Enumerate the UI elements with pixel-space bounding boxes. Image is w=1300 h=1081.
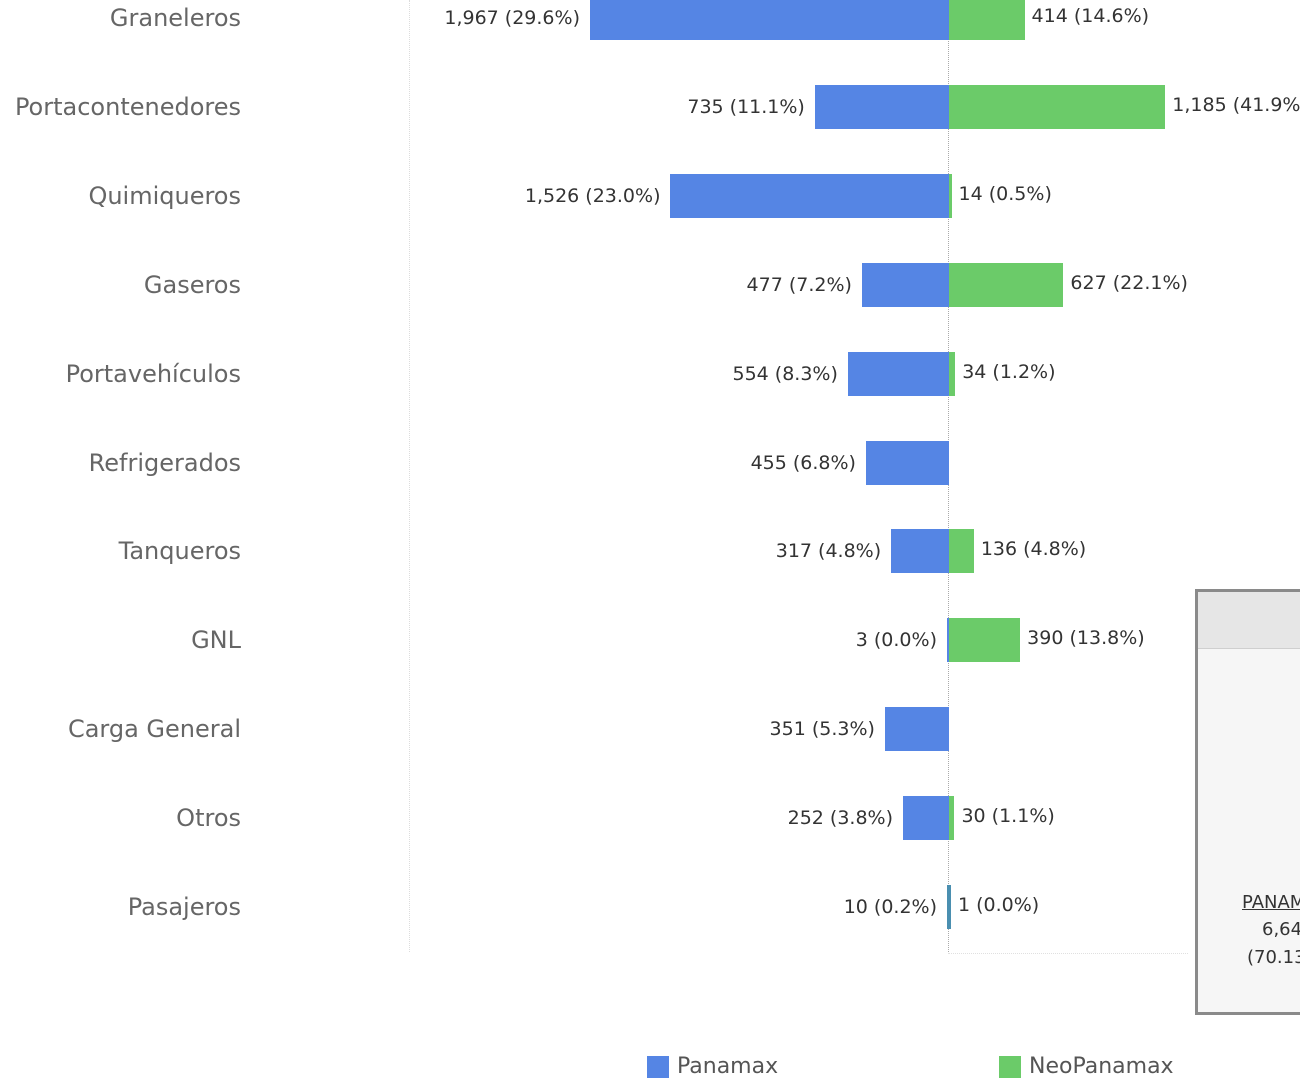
bar-neopanamax-gaseros[interactable]: [949, 262, 1064, 307]
bar-panamax-graneleros[interactable]: [590, 0, 949, 40]
value-label-panamax-pasajeros: 10 (0.2%): [843, 896, 937, 918]
value-label-neopanamax-pasajeros: 1 (0.0%): [958, 894, 1040, 916]
value-label-panamax-quimiqueros: 1,526 (23.0%): [524, 184, 661, 207]
category-label-portacontenedores: Portacontenedores: [14, 92, 241, 121]
value-label-neopanamax-portacontenedores: 1,185 (41.9%): [1172, 93, 1300, 116]
value-label-panamax-portaveh-culos: 554 (8.3%): [732, 362, 838, 385]
bar-panamax-portaveh-culos[interactable]: [847, 351, 949, 396]
bottom-axis-dots: [948, 953, 1188, 954]
bar-panamax-refrigerados[interactable]: [865, 440, 949, 485]
legend-item-neopanamax[interactable]: NeoPanamax: [999, 1054, 1174, 1079]
tooltip-card-percent: (70.13: [1247, 947, 1300, 968]
tooltip-card-body: [1198, 649, 1300, 1012]
bar-panamax-gnl[interactable]: [947, 618, 949, 663]
tooltip-card-header: [1198, 592, 1300, 649]
category-label-quimiqueros: Quimiqueros: [88, 181, 241, 210]
value-label-neopanamax-portaveh-culos: 34 (1.2%): [962, 360, 1056, 383]
category-label-refrigerados: Refrigerados: [88, 448, 241, 477]
bar-neopanamax-gnl[interactable]: [949, 618, 1021, 663]
bar-panamax-portacontenedores[interactable]: [814, 84, 949, 129]
bar-neopanamax-portaveh-culos[interactable]: [949, 351, 956, 396]
value-label-panamax-gnl: 3 (0.0%): [855, 629, 937, 652]
category-label-gnl: GNL: [191, 626, 241, 655]
value-label-panamax-portacontenedores: 735 (11.1%): [687, 95, 805, 118]
bar-neopanamax-tanqueros[interactable]: [949, 529, 974, 574]
category-label-tanqueros: Tanqueros: [118, 537, 241, 566]
bar-neopanamax-quimiqueros[interactable]: [949, 173, 952, 218]
value-label-neopanamax-quimiqueros: 14 (0.5%): [958, 182, 1052, 205]
bar-panamax-gaseros[interactable]: [861, 262, 949, 307]
value-label-panamax-gaseros: 477 (7.2%): [746, 273, 852, 296]
bar-panamax-carga-general[interactable]: [884, 707, 949, 752]
value-label-neopanamax-gnl: 390 (13.8%): [1027, 627, 1145, 650]
category-label-carga-general: Carga General: [67, 715, 241, 744]
value-label-neopanamax-graneleros: 414 (14.6%): [1031, 5, 1150, 27]
category-label-portaveh-culos: Portavehículos: [65, 359, 241, 388]
legend-swatch-panamax: [647, 1055, 669, 1078]
category-label-graneleros: Graneleros: [109, 4, 241, 32]
bar-neopanamax-portacontenedores[interactable]: [949, 84, 1166, 129]
tooltip-card-value: 6,64: [1262, 919, 1300, 940]
category-label-otros: Otros: [176, 804, 241, 833]
bar-panamax-pasajeros[interactable]: [947, 885, 949, 929]
bar-neopanamax-otros[interactable]: [949, 796, 955, 841]
bar-panamax-otros[interactable]: [903, 796, 949, 841]
value-label-neopanamax-tanqueros: 136 (4.8%): [980, 538, 1087, 561]
tooltip-card: PANAM 6,64 (70.13: [1195, 589, 1300, 1015]
value-label-panamax-refrigerados: 455 (6.8%): [750, 451, 856, 474]
value-label-neopanamax-gaseros: 627 (22.1%): [1070, 271, 1188, 294]
left-gridline: [409, 0, 410, 952]
bar-panamax-quimiqueros[interactable]: [670, 173, 949, 218]
legend-swatch-neopanamax: [999, 1055, 1021, 1078]
bar-neopanamax-graneleros[interactable]: [949, 0, 1025, 40]
value-label-panamax-graneleros: 1,967 (29.6%): [444, 7, 580, 29]
tooltip-card-link[interactable]: PANAM: [1242, 892, 1300, 913]
value-label-panamax-carga-general: 351 (5.3%): [769, 718, 875, 741]
value-label-panamax-tanqueros: 317 (4.8%): [775, 540, 882, 563]
bar-panamax-tanqueros[interactable]: [891, 529, 949, 574]
bar-neopanamax-pasajeros[interactable]: [949, 885, 951, 929]
category-label-gaseros: Gaseros: [143, 270, 241, 299]
value-label-neopanamax-otros: 30 (1.1%): [961, 805, 1055, 828]
legend-item-panamax[interactable]: Panamax: [647, 1054, 778, 1079]
legend-label-neopanamax: NeoPanamax: [1029, 1054, 1174, 1079]
legend-label-panamax: Panamax: [677, 1054, 779, 1079]
value-label-panamax-otros: 252 (3.8%): [787, 807, 894, 830]
category-label-pasajeros: Pasajeros: [127, 893, 241, 921]
